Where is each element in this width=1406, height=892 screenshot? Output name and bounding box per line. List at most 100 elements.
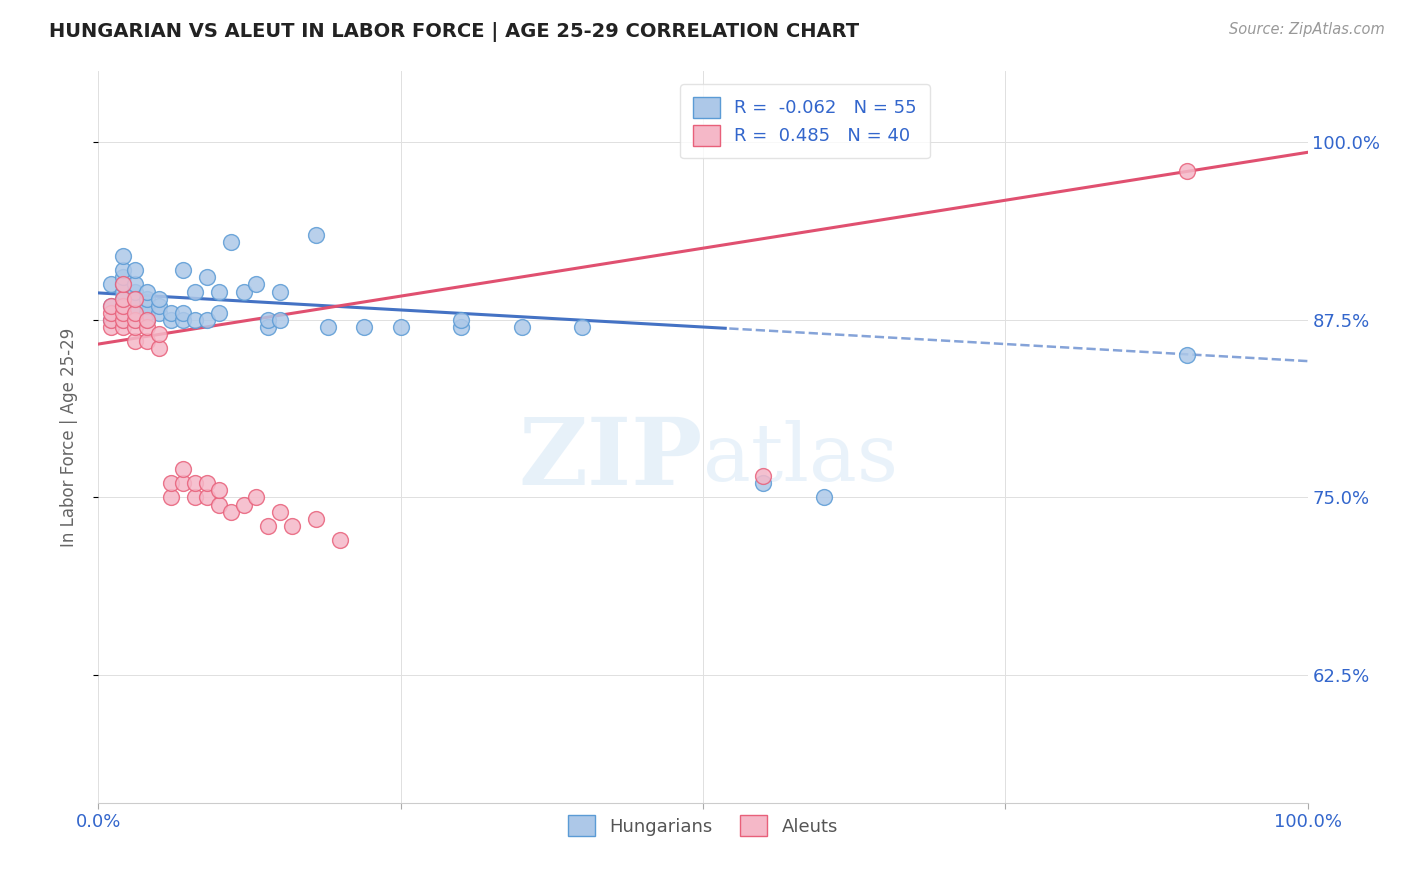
Point	[148, 341, 170, 355]
Point	[111, 299, 134, 313]
Point	[256, 519, 278, 533]
Point	[184, 476, 207, 491]
Point	[160, 491, 183, 505]
Point	[256, 313, 278, 327]
Text: HUNGARIAN VS ALEUT IN LABOR FORCE | AGE 25-29 CORRELATION CHART: HUNGARIAN VS ALEUT IN LABOR FORCE | AGE …	[49, 22, 859, 42]
Point	[111, 249, 134, 263]
Point	[124, 292, 146, 306]
Point	[172, 313, 194, 327]
Point	[100, 299, 122, 313]
Point	[172, 476, 194, 491]
Point	[281, 519, 304, 533]
Point	[135, 313, 157, 327]
Point	[148, 327, 170, 342]
Point	[111, 270, 134, 285]
Point	[221, 235, 243, 249]
Point	[124, 299, 146, 313]
Point	[124, 285, 146, 299]
Point	[124, 306, 146, 320]
Point	[111, 285, 134, 299]
Point	[184, 285, 207, 299]
Point	[148, 299, 170, 313]
Point	[111, 277, 134, 292]
Point	[752, 476, 775, 491]
Point	[124, 306, 146, 320]
Text: Source: ZipAtlas.com: Source: ZipAtlas.com	[1229, 22, 1385, 37]
Point	[316, 320, 339, 334]
Point	[221, 505, 243, 519]
Point	[208, 306, 231, 320]
Point	[1175, 163, 1198, 178]
Point	[160, 476, 183, 491]
Point	[124, 263, 146, 277]
Point	[111, 306, 134, 320]
Point	[111, 313, 134, 327]
Point	[813, 491, 835, 505]
Point	[135, 299, 157, 313]
Point	[124, 320, 146, 334]
Point	[111, 292, 134, 306]
Point	[111, 277, 134, 292]
Point	[111, 320, 134, 334]
Point	[148, 292, 170, 306]
Point	[256, 320, 278, 334]
Point	[232, 285, 254, 299]
Point	[111, 292, 134, 306]
Point	[305, 227, 328, 242]
Point	[184, 313, 207, 327]
Point	[245, 491, 267, 505]
Point	[124, 277, 146, 292]
Point	[172, 462, 194, 476]
Point	[208, 483, 231, 498]
Point	[111, 313, 134, 327]
Point	[160, 306, 183, 320]
Point	[172, 263, 194, 277]
Point	[571, 320, 593, 334]
Point	[100, 313, 122, 327]
Point	[1175, 348, 1198, 362]
Point	[111, 263, 134, 277]
Point	[172, 306, 194, 320]
Point	[389, 320, 412, 334]
Point	[135, 320, 157, 334]
Point	[329, 533, 352, 547]
Point	[269, 505, 291, 519]
Point	[124, 292, 146, 306]
Point	[100, 277, 122, 292]
Point	[208, 498, 231, 512]
Point	[245, 277, 267, 292]
Point	[124, 313, 146, 327]
Point	[124, 334, 146, 349]
Point	[184, 491, 207, 505]
Point	[135, 306, 157, 320]
Point	[450, 313, 472, 327]
Point	[160, 313, 183, 327]
Point	[269, 313, 291, 327]
Point	[100, 306, 122, 320]
Point	[124, 313, 146, 327]
Point	[208, 285, 231, 299]
Point	[450, 320, 472, 334]
Point	[111, 299, 134, 313]
Legend: Hungarians, Aleuts: Hungarians, Aleuts	[555, 803, 851, 848]
Point	[195, 491, 218, 505]
Point	[135, 334, 157, 349]
Point	[135, 292, 157, 306]
Point	[135, 285, 157, 299]
Y-axis label: In Labor Force | Age 25-29: In Labor Force | Age 25-29	[59, 327, 77, 547]
Point	[100, 320, 122, 334]
Point	[353, 320, 375, 334]
Point	[100, 299, 122, 313]
Point	[752, 469, 775, 483]
Point	[269, 285, 291, 299]
Point	[148, 306, 170, 320]
Point	[135, 313, 157, 327]
Text: ZIP: ZIP	[519, 414, 703, 504]
Point	[232, 498, 254, 512]
Point	[305, 512, 328, 526]
Text: atlas: atlas	[703, 420, 898, 498]
Point	[100, 313, 122, 327]
Point	[195, 476, 218, 491]
Point	[195, 270, 218, 285]
Point	[510, 320, 533, 334]
